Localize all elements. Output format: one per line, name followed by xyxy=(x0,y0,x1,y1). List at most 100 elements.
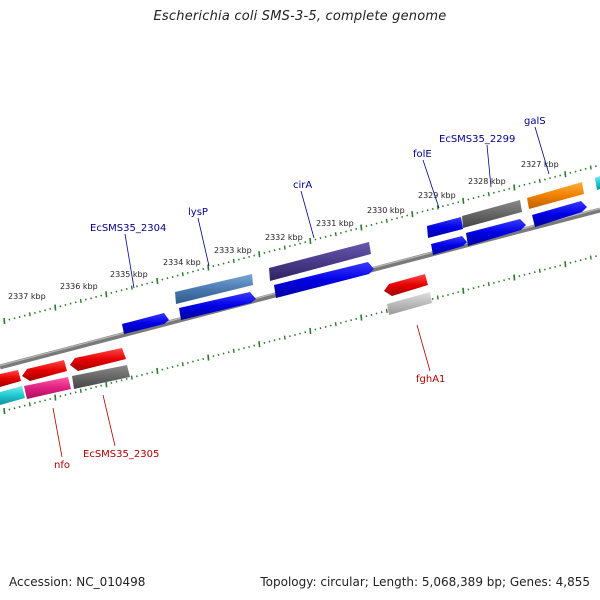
cds-arrow-nfo[interactable] xyxy=(22,360,67,381)
upper-scale-minor-tick xyxy=(549,177,551,180)
lower-scale-minor-tick xyxy=(33,401,36,404)
lower-scale-minor-tick xyxy=(59,395,62,398)
cds-arrow-galS[interactable] xyxy=(532,201,587,227)
lower-scale-minor-tick xyxy=(253,344,256,347)
upper-scale-minor-tick xyxy=(110,291,113,294)
lower-scale-minor-tick xyxy=(202,357,205,360)
tick-label-2331: 2331 kbp xyxy=(316,219,354,228)
gene-label-nfo[interactable]: nfo xyxy=(54,460,70,471)
cds-arrow-ecsms35-2299[interactable] xyxy=(466,219,526,246)
upper-scale-minor-tick xyxy=(477,195,480,198)
gene-label-galS[interactable]: galS xyxy=(524,116,546,127)
block-cyan-left[interactable] xyxy=(0,386,25,405)
lower-scale-minor-tick xyxy=(447,293,449,296)
lower-scale-minor-tick xyxy=(227,351,230,354)
upper-scale-minor-tick xyxy=(243,257,245,260)
upper-scale-minor-tick xyxy=(288,245,291,248)
upper-scale-major-tick xyxy=(54,304,57,311)
gene-label-ecsms35-2304[interactable]: EcSMS35_2304 xyxy=(90,223,166,234)
gene-label-lysP[interactable]: lysP xyxy=(188,207,208,218)
lower-scale-minor-tick xyxy=(125,377,128,380)
block-fghA1[interactable] xyxy=(387,292,432,315)
upper-scale-minor-tick xyxy=(543,178,546,181)
upper-scale-minor-tick xyxy=(421,210,424,213)
gene-label-ecsms35-2305[interactable]: EcSMS35_2305 xyxy=(83,449,159,460)
cds-arrow-fghA1[interactable] xyxy=(384,274,428,296)
upper-scale-minor-tick xyxy=(380,221,383,224)
lower-scale-minor-tick xyxy=(171,365,174,368)
cds-arrow-ecsms35-2304[interactable] xyxy=(122,313,169,334)
gene-label-cirA[interactable]: cirA xyxy=(293,180,312,191)
lower-scale-minor-tick xyxy=(498,280,500,283)
forward-features xyxy=(122,201,587,334)
block-nfo[interactable] xyxy=(24,377,71,399)
upper-scale-major-tick xyxy=(411,211,414,218)
block-ecsms35-2305[interactable] xyxy=(72,365,130,389)
upper-scale-minor-tick xyxy=(538,178,541,183)
lower-scale-minor-tick xyxy=(436,295,439,300)
upper-scale-minor-tick xyxy=(467,198,470,201)
upper-scale-minor-tick xyxy=(350,229,353,232)
lower-scale-major-tick xyxy=(462,287,465,294)
lower-scale-major-tick xyxy=(207,354,210,361)
upper-scale-minor-tick xyxy=(100,294,103,297)
upper-scale-minor-tick xyxy=(518,185,521,188)
lower-scale-minor-tick xyxy=(64,393,67,396)
upper-scale-minor-tick xyxy=(492,191,495,194)
tick-label-2332: 2332 kbp xyxy=(265,233,303,242)
upper-scale-minor-tick xyxy=(278,247,281,250)
block-ecsms35-2299[interactable] xyxy=(462,200,522,228)
block-cirA[interactable] xyxy=(269,242,371,281)
upper-scale-minor-tick xyxy=(370,223,373,226)
gene-label-fghA1[interactable]: fghA1 xyxy=(416,374,445,385)
upper-scale-minor-tick xyxy=(314,238,317,241)
upper-scale-major-tick xyxy=(513,184,516,191)
upper-scale-minor-tick xyxy=(181,272,184,277)
upper-scale-major-tick xyxy=(258,251,261,258)
upper-scale-minor-tick xyxy=(13,317,16,320)
leader-ecsms35-2299 xyxy=(486,144,492,188)
lower-scale-minor-tick xyxy=(533,271,536,274)
upper-scale-minor-tick xyxy=(23,314,26,317)
leader-galS xyxy=(534,126,550,175)
upper-scale-minor-tick xyxy=(202,267,205,270)
lower-scale-major-tick xyxy=(564,261,567,268)
upper-scale-minor-tick xyxy=(8,318,11,321)
tick-label-2330: 2330 kbp xyxy=(367,206,405,215)
lower-scale-minor-tick xyxy=(273,339,276,342)
upper-scale-minor-tick xyxy=(273,249,276,252)
lower-scale-minor-tick xyxy=(503,279,506,282)
cds-arrow-nfo-left[interactable] xyxy=(0,370,21,387)
cds-arrow-ecsms35-2305[interactable] xyxy=(70,348,126,371)
genome-summary-text: Topology: circular; Length: 5,068,389 bp… xyxy=(260,575,590,589)
leader-folE xyxy=(422,159,440,209)
block-lysP[interactable] xyxy=(175,274,253,304)
cds-arrow-lysP[interactable] xyxy=(179,292,256,320)
gene-label-ecsms35-2299[interactable]: EcSMS35_2299 xyxy=(439,134,515,145)
upper-scale-minor-tick xyxy=(569,171,572,174)
upper-scale-minor-tick xyxy=(253,254,256,257)
cds-arrow-cirA[interactable] xyxy=(274,262,374,298)
lower-scale-minor-tick xyxy=(192,360,194,363)
lower-scale-minor-tick xyxy=(232,348,235,354)
cds-arrow-folE-a[interactable] xyxy=(431,236,467,255)
block-folE[interactable] xyxy=(427,217,463,238)
lower-scale-minor-tick xyxy=(324,325,327,328)
upper-scale-minor-tick xyxy=(436,205,439,210)
upper-scale-minor-tick xyxy=(135,285,138,288)
lower-scale-minor-tick xyxy=(554,265,557,268)
block-galS[interactable] xyxy=(527,182,584,209)
lower-scale-minor-tick xyxy=(518,275,521,278)
upper-scale-minor-tick xyxy=(533,181,536,184)
lower-scale-minor-tick xyxy=(319,327,322,330)
upper-scale-minor-tick xyxy=(385,218,388,224)
lower-scale-minor-tick xyxy=(584,257,587,260)
lower-scale-minor-tick xyxy=(339,321,342,324)
gene-label-folE[interactable]: folE xyxy=(413,149,432,160)
upper-scale-minor-tick xyxy=(390,218,393,221)
block-cyan-edge[interactable] xyxy=(595,176,600,190)
leader-cirA xyxy=(300,190,315,239)
upper-scale-minor-tick xyxy=(416,211,419,214)
upper-scale-minor-tick xyxy=(401,215,404,218)
upper-scale-minor-tick xyxy=(345,230,347,233)
